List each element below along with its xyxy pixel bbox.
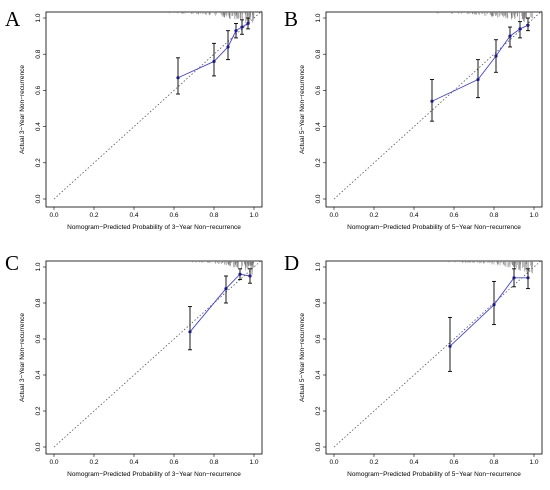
- y-tick-label: 0.0: [315, 442, 322, 451]
- y-tick-label: 0.6: [35, 334, 42, 343]
- plot-frame: [45, 11, 263, 208]
- data-point: [476, 77, 480, 82]
- x-tick-label: 0.2: [89, 212, 98, 219]
- x-tick-label: 1.0: [249, 212, 258, 219]
- panel-b: B 0.0 0.2 0.4 0.6 0.8 1.0 0.0 0.2 0.4 0.6 0.8 1.0 Nom…: [284, 7, 543, 231]
- x-tick-label: 0.4: [409, 212, 418, 219]
- x-tick-label: 0.0: [49, 459, 58, 466]
- x-tick-label: 0.2: [369, 212, 378, 219]
- x-tick-label: 0.8: [489, 212, 498, 219]
- ideal-diagonal: [333, 10, 543, 200]
- y-tick-label: 0.6: [315, 334, 322, 343]
- data-point: [234, 29, 238, 33]
- data-point: [226, 45, 230, 49]
- x-tick-label: 0.2: [89, 459, 98, 466]
- data-point: [526, 23, 530, 27]
- data-point: [526, 276, 530, 280]
- x-tick-label: 0.4: [129, 459, 138, 466]
- x-axis-title: Nomogram−Predicted Probability of 5−Year…: [347, 224, 521, 231]
- x-axis-title: Nomogram−Predicted Probability of 3−Year…: [67, 471, 241, 478]
- data-point: [430, 99, 434, 103]
- data-point: [248, 274, 252, 278]
- x-tick-label: 0.8: [489, 459, 498, 466]
- x-tick-label: 1.0: [249, 459, 258, 466]
- calibration-line: [177, 23, 249, 79]
- y-tick-label: 0.4: [315, 122, 322, 131]
- ideal-diagonal: [53, 10, 263, 200]
- plot-frame: [325, 11, 543, 208]
- y-tick-label: 0.8: [35, 49, 42, 58]
- y-tick-label: 0.0: [35, 194, 42, 203]
- plot-frame: [325, 260, 543, 455]
- y-tick-label: 0.2: [315, 158, 322, 167]
- y-tick-label: 0.4: [315, 370, 322, 379]
- x-tick-label: 0.0: [329, 459, 338, 466]
- y-tick-label: 0.6: [35, 86, 42, 95]
- data-point: [240, 25, 244, 29]
- x-tick-label: 0.2: [369, 459, 378, 466]
- x-tick-label: 0.0: [49, 212, 58, 219]
- x-axis-title: Nomogram−Predicted Probability of 5−Year…: [347, 471, 521, 478]
- y-tick-label: 1.0: [35, 13, 42, 22]
- y-axis-title: Actual 5−Year Non−recurrence: [299, 65, 306, 154]
- y-tick-label: 0.4: [35, 370, 42, 379]
- y-tick-label: 1.0: [35, 262, 42, 271]
- x-tick-label: 0.4: [409, 459, 418, 466]
- plot-frame: [45, 260, 263, 455]
- y-axis-title: Actual 3−Year Non−recurrence: [19, 65, 26, 154]
- data-point: [212, 59, 216, 64]
- x-tick-label: 0.6: [449, 459, 458, 466]
- panel-letter: A: [5, 7, 21, 31]
- x-tick-label: 0.8: [209, 459, 218, 466]
- x-tick-label: 1.0: [529, 212, 538, 219]
- y-tick-label: 1.0: [315, 262, 322, 271]
- data-point: [224, 287, 228, 291]
- panel-c: C 0.0 0.2 0.4 0.6 0.8 1.0 0.0 0.2 0.4 0.6 0.8 1.0 Nom…: [5, 251, 263, 478]
- data-point: [246, 21, 250, 26]
- y-tick-label: 0.4: [35, 122, 42, 131]
- panel-a: A 0.0 0.2 0.4 0.6 0.8 1.0 0.0 0.2 0.4 0.6 0.8 1.0 Nom…: [5, 7, 263, 231]
- x-tick-label: 0.6: [169, 459, 178, 466]
- x-tick-label: 0.8: [209, 212, 218, 219]
- calibration-line: [449, 277, 528, 347]
- y-tick-label: 0.2: [315, 406, 322, 415]
- data-point: [518, 27, 522, 31]
- y-tick-label: 0.2: [35, 158, 42, 167]
- data-point: [492, 303, 496, 307]
- data-point: [508, 34, 512, 38]
- y-tick-label: 0.8: [35, 298, 42, 307]
- data-point: [448, 344, 452, 348]
- y-tick-label: 0.8: [315, 49, 322, 58]
- panel-d: D 0.0 0.2 0.4 0.6 0.8 1.0 0.0 0.2 0.4 0.6 0.8 1.0 Nom…: [284, 251, 543, 478]
- x-tick-label: 0.0: [329, 212, 338, 219]
- y-tick-label: 0.0: [35, 442, 42, 451]
- x-tick-label: 0.6: [169, 212, 178, 219]
- calibration-line: [189, 273, 251, 333]
- y-tick-label: 0.8: [315, 298, 322, 307]
- panel-letter: B: [284, 7, 298, 31]
- y-tick-label: 0.2: [35, 406, 42, 415]
- x-tick-label: 1.0: [529, 459, 538, 466]
- data-point: [188, 330, 192, 334]
- x-tick-label: 0.4: [129, 212, 138, 219]
- data-point: [512, 276, 516, 280]
- y-axis-title: Actual 3−Year Non−recurrence: [19, 313, 26, 402]
- panel-letter: D: [284, 251, 299, 275]
- y-tick-label: 0.6: [315, 86, 322, 95]
- y-tick-label: 1.0: [315, 13, 322, 22]
- data-point: [176, 76, 180, 80]
- y-tick-label: 0.0: [315, 194, 322, 203]
- x-axis-title: Nomogram−Predicted Probability of 3−Year…: [67, 224, 241, 231]
- panel-letter: C: [5, 251, 19, 275]
- ideal-diagonal: [333, 259, 543, 448]
- y-axis-title: Actual 5−Year Non−recurrence: [299, 313, 306, 402]
- data-point: [494, 54, 498, 58]
- ideal-diagonal: [53, 259, 263, 448]
- data-point: [238, 272, 242, 276]
- x-tick-label: 0.6: [449, 212, 458, 219]
